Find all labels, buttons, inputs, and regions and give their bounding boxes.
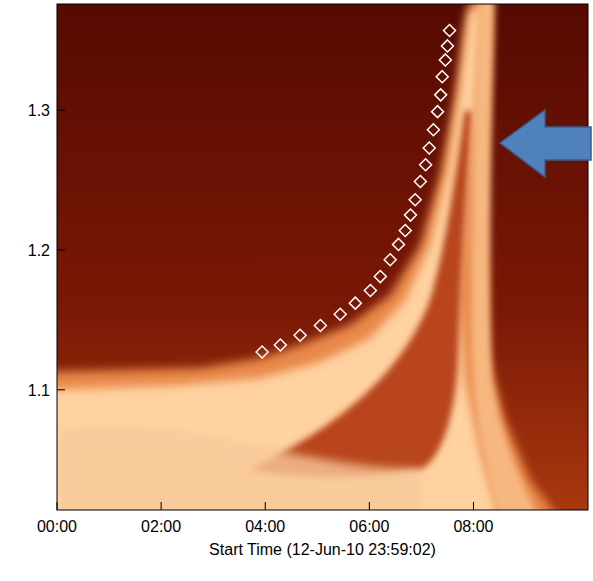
point: [349, 297, 361, 309]
y-tick: [57, 110, 65, 111]
point: [423, 142, 435, 154]
x-tick-label: 06:00: [349, 518, 389, 535]
x-tick-label: 04:00: [245, 518, 285, 535]
point: [399, 224, 411, 236]
chart: 00:00 02:00 04:00 06:00 08:00 1.1 1.2 1.3 Start …: [0, 0, 593, 581]
point: [374, 271, 386, 283]
y-tick-label: 1.2: [28, 242, 50, 259]
point: [409, 194, 421, 206]
point: [420, 159, 432, 171]
point: [294, 329, 306, 341]
y-tick: [57, 389, 65, 390]
x-tick: [161, 502, 162, 510]
point: [364, 285, 376, 297]
point: [435, 89, 447, 101]
y-tick-label: 1.3: [28, 102, 50, 119]
marks: [256, 25, 455, 358]
x-axis-title: Start Time (12-Jun-10 23:59:02): [209, 541, 436, 558]
point: [436, 71, 448, 83]
x-tick: [369, 502, 370, 510]
y-tick: [57, 250, 65, 251]
arrow: [500, 110, 591, 177]
point: [444, 25, 456, 37]
x-tick: [473, 502, 474, 510]
point: [314, 319, 326, 331]
point: [384, 254, 396, 266]
plot-frame: [57, 4, 588, 510]
point: [414, 176, 426, 188]
point: [427, 124, 439, 136]
x-tick: [265, 502, 266, 510]
point: [393, 238, 405, 250]
x-tick-label: 08:00: [453, 518, 493, 535]
x-tick-label: 00:00: [37, 518, 77, 535]
x-tick: [57, 502, 58, 510]
point: [404, 209, 416, 221]
y-tick-label: 1.1: [28, 382, 50, 399]
point: [439, 54, 451, 66]
point: [256, 346, 268, 358]
point: [441, 40, 453, 52]
point: [334, 308, 346, 320]
point: [274, 339, 286, 351]
background-image: [57, 4, 588, 510]
x-tick-label: 02:00: [141, 518, 181, 535]
point: [432, 106, 444, 118]
